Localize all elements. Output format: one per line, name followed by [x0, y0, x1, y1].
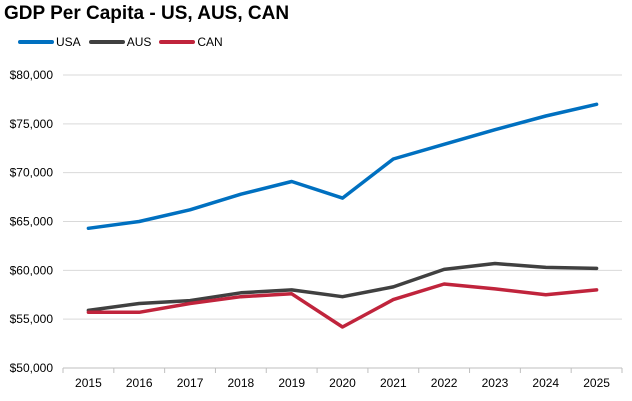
y-tick-label: $70,000 [10, 166, 54, 180]
series-line-can [86, 282, 599, 329]
legend-label: CAN [197, 35, 223, 49]
y-tick-label: $55,000 [10, 312, 54, 326]
y-tick-label: $60,000 [10, 263, 54, 277]
x-tick-label: 2016 [126, 376, 153, 390]
legend-item-aus: AUS [88, 35, 152, 49]
x-tick-label: 2018 [228, 376, 255, 390]
y-tick-label: $75,000 [10, 117, 54, 131]
legend-swatch [18, 40, 54, 44]
x-tick-label: 2017 [177, 376, 204, 390]
y-tick-label: $50,000 [10, 361, 54, 375]
chart-title: GDP Per Capita - US, AUS, CAN [4, 3, 290, 24]
legend-label: AUS [126, 35, 152, 49]
legend-swatch [88, 40, 125, 44]
x-tick-label: 2019 [278, 376, 305, 390]
x-tick-label: 2022 [431, 376, 458, 390]
legend-swatch [159, 40, 196, 44]
y-tick-label: $80,000 [10, 68, 54, 82]
legend-label: USA [56, 35, 81, 49]
legend-item-usa: USA [18, 35, 81, 49]
legend-item-can: CAN [159, 35, 223, 49]
legend: USA AUS CAN [18, 35, 231, 49]
x-tick-label: 2023 [482, 376, 509, 390]
x-tick-label: 2024 [532, 376, 559, 390]
x-tick-label: 2015 [75, 376, 102, 390]
x-tick-label: 2021 [380, 376, 407, 390]
x-tick-label: 2020 [329, 376, 356, 390]
y-tick-label: $65,000 [10, 215, 54, 229]
series-line-usa [86, 102, 599, 231]
series-line-aus [86, 261, 599, 313]
x-tick-label: 2025 [583, 376, 610, 390]
